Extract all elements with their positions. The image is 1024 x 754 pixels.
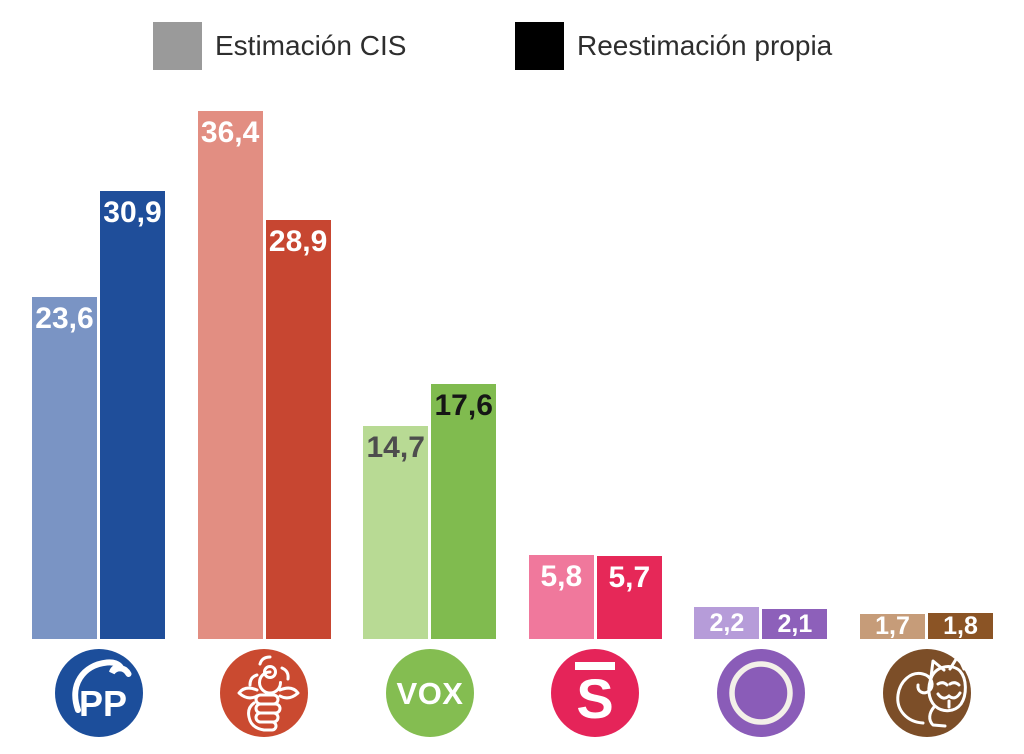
sumar-macron-bar <box>575 662 616 670</box>
bar-sumar-own: 5,7 <box>596 556 662 639</box>
value-label-salf-cis: 1,7 <box>875 612 910 640</box>
bar-vox-own: 17,6 <box>431 384 497 639</box>
sumar-logo-circle <box>551 649 640 737</box>
pp-logo-letters: PP <box>78 683 126 724</box>
bar-vox-cis: 14,7 <box>363 426 429 639</box>
salf-masked-squirrel-icon <box>895 654 967 728</box>
vox-party-logo: VOX <box>385 649 474 737</box>
bar-sumar-cis: 5,8 <box>528 555 594 639</box>
salf-party-logo <box>882 649 971 737</box>
vox-logo-circle <box>385 649 474 737</box>
bar-salf-cis: 1,7 <box>860 614 925 639</box>
value-label-psoe-cis: 36,4 <box>200 116 260 149</box>
bar-psoe-own: 28,9 <box>265 220 331 639</box>
bar-podemos-own: 2,1 <box>762 609 828 639</box>
sumar-party-logo: S <box>551 649 640 737</box>
bar-psoe-cis: 36,4 <box>197 111 263 639</box>
psoe-logo-circle <box>220 649 309 737</box>
vox-wordmark-icon: VOX <box>396 676 463 711</box>
value-label-psoe-own: 28,9 <box>268 225 328 258</box>
value-label-podemos-cis: 2,2 <box>709 608 745 637</box>
value-label-sumar-cis: 5,8 <box>540 560 583 593</box>
legend-swatch-own <box>515 22 564 70</box>
bar-pp-own: 30,9 <box>100 191 165 639</box>
bar-pp-cis: 23,6 <box>32 297 97 639</box>
legend-label-own: Reestimación propia <box>577 30 833 61</box>
value-label-salf-own: 1,8 <box>943 611 978 640</box>
psoe-fist-and-rose-icon <box>237 655 300 732</box>
value-label-sumar-own: 5,7 <box>608 561 651 594</box>
value-label-vox-cis: 14,7 <box>366 431 425 464</box>
value-label-podemos-own: 2,1 <box>777 609 813 638</box>
legend-swatch-cis <box>153 22 202 70</box>
pp-party-logo: PP <box>54 649 143 737</box>
pp-gull-heart-icon <box>71 659 131 713</box>
sumar-s-letter: S <box>577 667 614 730</box>
podemos-circle-ring-icon <box>729 661 793 725</box>
value-label-pp-cis: 23,6 <box>35 302 94 335</box>
legend-label-cis: Estimación CIS <box>215 30 407 61</box>
psoe-party-logo <box>220 649 309 737</box>
value-label-vox-own: 17,6 <box>434 389 493 422</box>
bar-salf-own: 1,8 <box>928 613 993 639</box>
podemos-party-logo <box>716 649 805 737</box>
value-label-pp-own: 30,9 <box>103 196 162 229</box>
bar-podemos-cis: 2,2 <box>694 607 760 639</box>
